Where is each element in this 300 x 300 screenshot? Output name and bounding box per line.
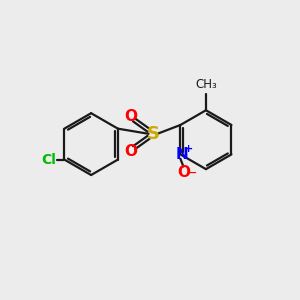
Text: O: O — [124, 144, 137, 159]
Text: O: O — [124, 109, 137, 124]
Text: S: S — [146, 125, 159, 143]
Text: O: O — [177, 165, 190, 180]
Text: N: N — [176, 147, 188, 162]
Text: +: + — [184, 144, 193, 154]
Text: CH₃: CH₃ — [195, 77, 217, 91]
Text: Cl: Cl — [41, 153, 56, 166]
Text: −: − — [188, 167, 197, 177]
